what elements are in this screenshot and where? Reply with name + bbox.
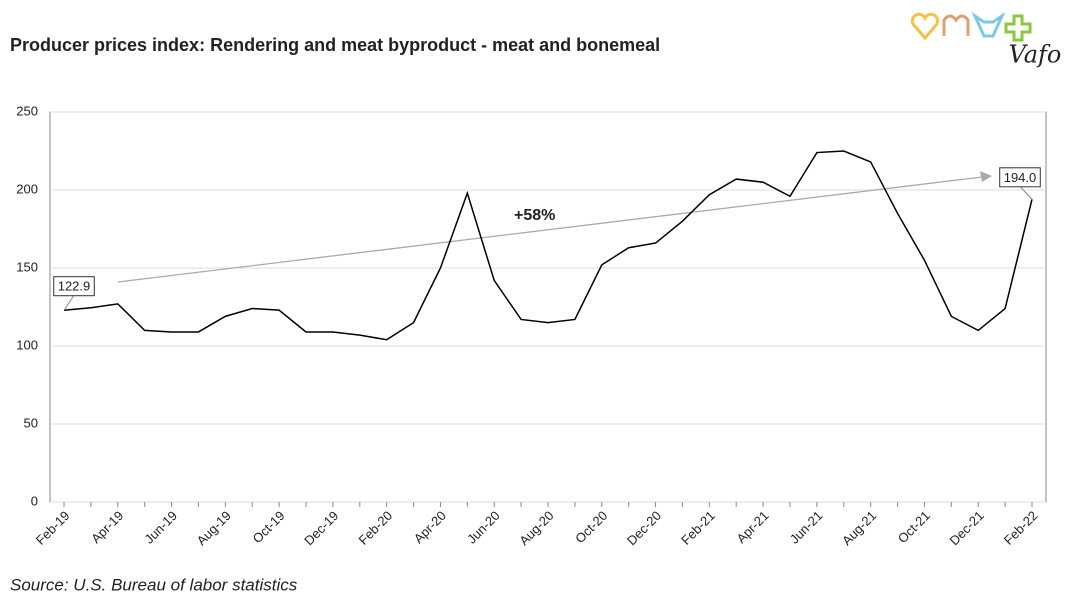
x-tick-label: Feb-20: [355, 508, 395, 548]
x-tick-label: Feb-19: [33, 508, 73, 548]
x-tick-label: Oct-20: [572, 508, 610, 546]
x-tick-label: Oct-19: [249, 508, 287, 546]
annotation: +58%: [514, 207, 555, 224]
y-tick-label: 50: [24, 415, 38, 430]
x-tick-label: Dec-19: [301, 508, 341, 548]
value-label: 122.9: [58, 279, 91, 294]
value-label-group: 122.9: [53, 276, 95, 297]
arrow-head: [980, 171, 992, 182]
source: Source: U.S. Bureau of labor statistics: [10, 575, 298, 594]
value-label-group: 194.0: [999, 167, 1041, 188]
value-label: 194.0: [1004, 170, 1037, 185]
y-tick-label: 150: [16, 259, 38, 274]
x-tick-label: Dec-21: [947, 508, 987, 548]
value-label-box: [53, 276, 95, 297]
x-tick-label: Apr-20: [411, 508, 449, 546]
x-tick-label: Apr-21: [733, 508, 771, 546]
x-tick-label: Jun-21: [787, 508, 826, 547]
x-tick-label: Feb-22: [1001, 508, 1041, 548]
x-tick-label: Aug-20: [516, 508, 556, 548]
x-tick-label: Feb-21: [678, 508, 718, 548]
label-leader: [1019, 186, 1033, 200]
x-tick-label: Dec-20: [624, 508, 664, 548]
y-tick-label: 250: [16, 103, 38, 118]
line: [63, 150, 1033, 341]
plot-border: [49, 111, 1047, 503]
trend-arrow: [117, 176, 983, 283]
x-tick-label: Jun-20: [464, 508, 503, 547]
x-tick-label: Oct-21: [895, 508, 933, 546]
x-tick-label: Aug-19: [194, 508, 234, 548]
logo: [910, 11, 1032, 42]
y-tick-label: 0: [31, 493, 38, 508]
logo-text: Vafo: [1009, 41, 1062, 69]
label-leader: [63, 294, 75, 311]
x-tick-label: Jun-19: [141, 508, 180, 547]
x-tick-label: Apr-19: [88, 508, 126, 546]
chart-title: Producer prices index: Rendering and mea…: [10, 35, 660, 55]
value-label-box: [999, 167, 1041, 188]
y-tick-label: 200: [16, 181, 38, 196]
x-tick-label: Aug-21: [839, 508, 879, 548]
y-tick-label: 100: [16, 337, 38, 352]
